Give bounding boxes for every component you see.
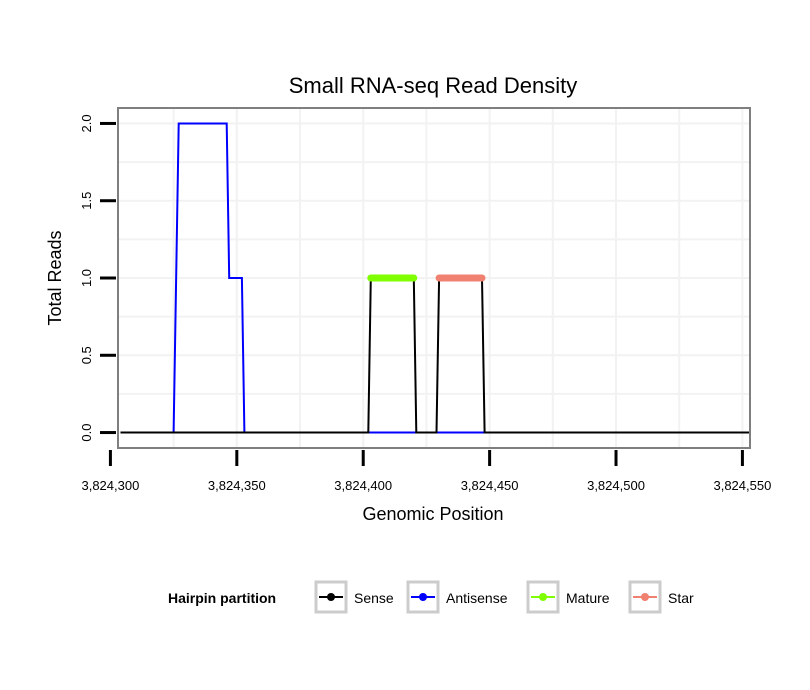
legend-key-marker [539, 593, 547, 601]
series-line-sense [120, 277, 750, 434]
series-line-antisense [120, 122, 750, 434]
legend-key-marker [641, 593, 649, 601]
y-tick-label: 1.0 [79, 269, 94, 287]
y-axis-title: Total Reads [45, 230, 65, 325]
legend-key-marker [419, 593, 427, 601]
x-tick-label: 3,824,450 [461, 478, 519, 493]
y-tick-label: 0.0 [79, 424, 94, 442]
x-tick-label: 3,824,350 [208, 478, 266, 493]
y-tick-label: 2.0 [79, 114, 94, 132]
x-tick-label: 3,824,400 [334, 478, 392, 493]
x-tick-label: 3,824,500 [587, 478, 645, 493]
x-axis: 3,824,300 3,824,350 3,824,400 3,824,450 3,82… [81, 450, 771, 493]
x-tick-label: 3,824,300 [81, 478, 139, 493]
y-tick-label: 0.5 [79, 346, 94, 364]
y-axis: 0.0 0.5 1.0 1.5 2.0 [79, 114, 116, 442]
x-tick-label: 3,824,550 [713, 478, 771, 493]
chart-title: Small RNA-seq Read Density [289, 73, 578, 98]
legend: Hairpin partition Sense Antisense Mature St… [168, 580, 694, 614]
legend-label-antisense: Antisense [446, 590, 508, 606]
legend-label-sense: Sense [354, 590, 394, 606]
plot-border [117, 107, 751, 449]
legend-label-star: Star [668, 590, 694, 606]
legend-key-marker [327, 593, 335, 601]
y-tick-label: 1.5 [79, 192, 94, 210]
x-axis-title: Genomic Position [362, 504, 503, 524]
series-lines [120, 122, 750, 434]
legend-title: Hairpin partition [168, 590, 276, 606]
legend-label-mature: Mature [566, 590, 610, 606]
